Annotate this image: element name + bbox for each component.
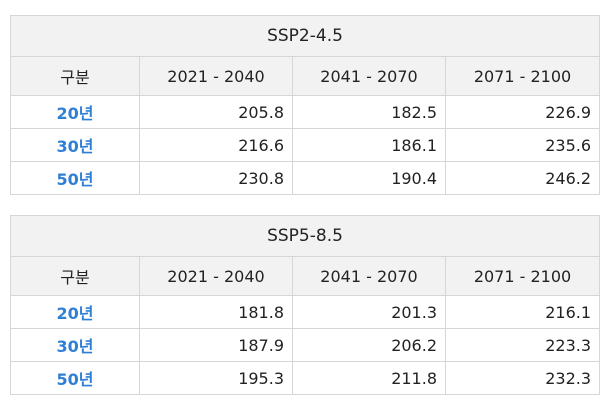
column-header-period-2: 2041 - 2070: [292, 256, 446, 296]
table-row: 50년 195.3 211.8 232.3: [10, 361, 601, 395]
table-cell: 195.3: [139, 361, 293, 395]
scenario-title: SSP2-4.5: [9, 15, 601, 57]
table-cell: 182.5: [292, 95, 446, 129]
header-row: 구분 2021 - 2040 2041 - 2070 2071 - 2100: [10, 56, 601, 96]
row-label: 20년: [10, 295, 140, 329]
row-label: 30년: [10, 328, 140, 362]
table-cell: 201.3: [292, 295, 446, 329]
table-row: 30년 216.6 186.1 235.6: [10, 128, 601, 162]
table-row: 30년 187.9 206.2 223.3: [10, 328, 601, 362]
column-header-period-3: 2071 - 2100: [444, 56, 601, 96]
ssp585-table: SSP5-8.5 구분 2021 - 2040 2041 - 2070 2071…: [9, 215, 601, 395]
row-label: 50년: [10, 361, 140, 395]
table-cell: 235.6: [444, 128, 601, 162]
table-cell: 186.1: [292, 128, 446, 162]
table-cell: 187.9: [139, 328, 293, 362]
header-row: 구분 2021 - 2040 2041 - 2070 2071 - 2100: [10, 256, 601, 296]
table-cell: 190.4: [292, 161, 446, 195]
column-header-category: 구분: [10, 56, 140, 96]
row-label: 20년: [10, 95, 140, 129]
table-cell: 216.6: [139, 128, 293, 162]
table-cell: 226.9: [444, 95, 601, 129]
table-cell: 206.2: [292, 328, 446, 362]
column-header-category: 구분: [10, 256, 140, 296]
row-label: 50년: [10, 161, 140, 195]
row-label: 30년: [10, 128, 140, 162]
table-cell: 230.8: [139, 161, 293, 195]
column-header-period-3: 2071 - 2100: [444, 256, 601, 296]
column-header-period-1: 2021 - 2040: [139, 256, 293, 296]
column-header-period-2: 2041 - 2070: [292, 56, 446, 96]
table-cell: 232.3: [444, 361, 601, 395]
table-cell: 181.8: [139, 295, 293, 329]
table-row: 50년 230.8 190.4 246.2: [10, 161, 601, 195]
table-cell: 223.3: [444, 328, 601, 362]
column-header-period-1: 2021 - 2040: [139, 56, 293, 96]
table-cell: 211.8: [292, 361, 446, 395]
scenario-title: SSP5-8.5: [9, 215, 601, 257]
table-row: 20년 205.8 182.5 226.9: [10, 95, 601, 129]
table-row: 20년 181.8 201.3 216.1: [10, 295, 601, 329]
ssp245-table: SSP2-4.5 구분 2021 - 2040 2041 - 2070 2071…: [9, 15, 601, 195]
table-cell: 205.8: [139, 95, 293, 129]
table-cell: 216.1: [444, 295, 601, 329]
table-cell: 246.2: [444, 161, 601, 195]
